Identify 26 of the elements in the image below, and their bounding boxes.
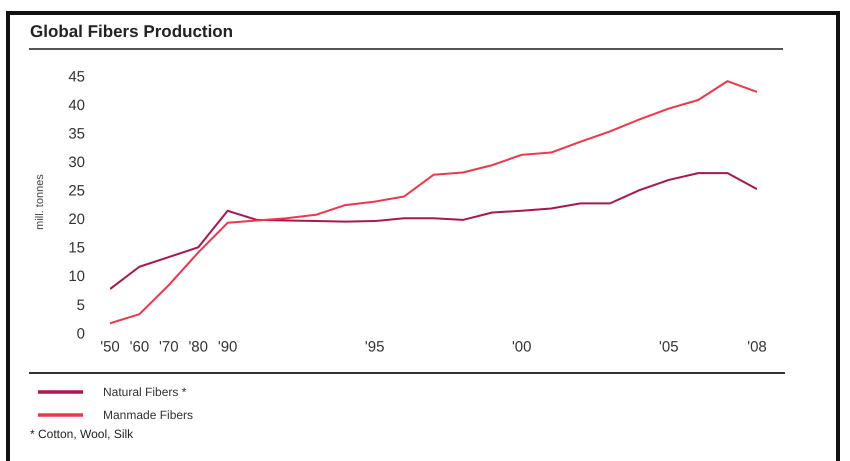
x-tick-label: '70: [159, 338, 179, 356]
y-tick-label: 5: [76, 296, 85, 314]
legend-label: Natural Fibers *: [103, 384, 186, 398]
x-tick-label: '00: [512, 338, 532, 356]
legend-label: Manmade Fibers: [103, 408, 194, 422]
x-tick-label: '95: [364, 338, 384, 356]
y-tick-label: 25: [68, 182, 85, 200]
y-tick-label: 45: [68, 68, 85, 86]
text: * Cotton, Wool, Silk: [30, 427, 134, 441]
y-axis-title: mill. tonnes: [34, 173, 46, 232]
y-tick-label: 0: [76, 325, 85, 342]
line-series: [110, 172, 757, 290]
x-tick-label: '08: [747, 338, 767, 356]
y-tick-label: 40: [68, 96, 85, 114]
y-tick-label: 30: [68, 154, 85, 171]
y-tick-label: 15: [68, 240, 85, 257]
x-tick-label: '80: [188, 338, 208, 356]
x-tick-label: '50: [100, 338, 120, 356]
x-tick-label: '05: [658, 338, 679, 356]
x-tick-label: '60: [130, 338, 150, 356]
y-tick-label: 10: [68, 268, 85, 286]
line-series: [110, 80, 757, 324]
x-tick-label: '90: [218, 338, 238, 356]
chart-title: Global Fibers Production: [30, 22, 234, 42]
y-tick-label: 35: [68, 125, 85, 142]
y-tick-label: 20: [68, 211, 85, 228]
